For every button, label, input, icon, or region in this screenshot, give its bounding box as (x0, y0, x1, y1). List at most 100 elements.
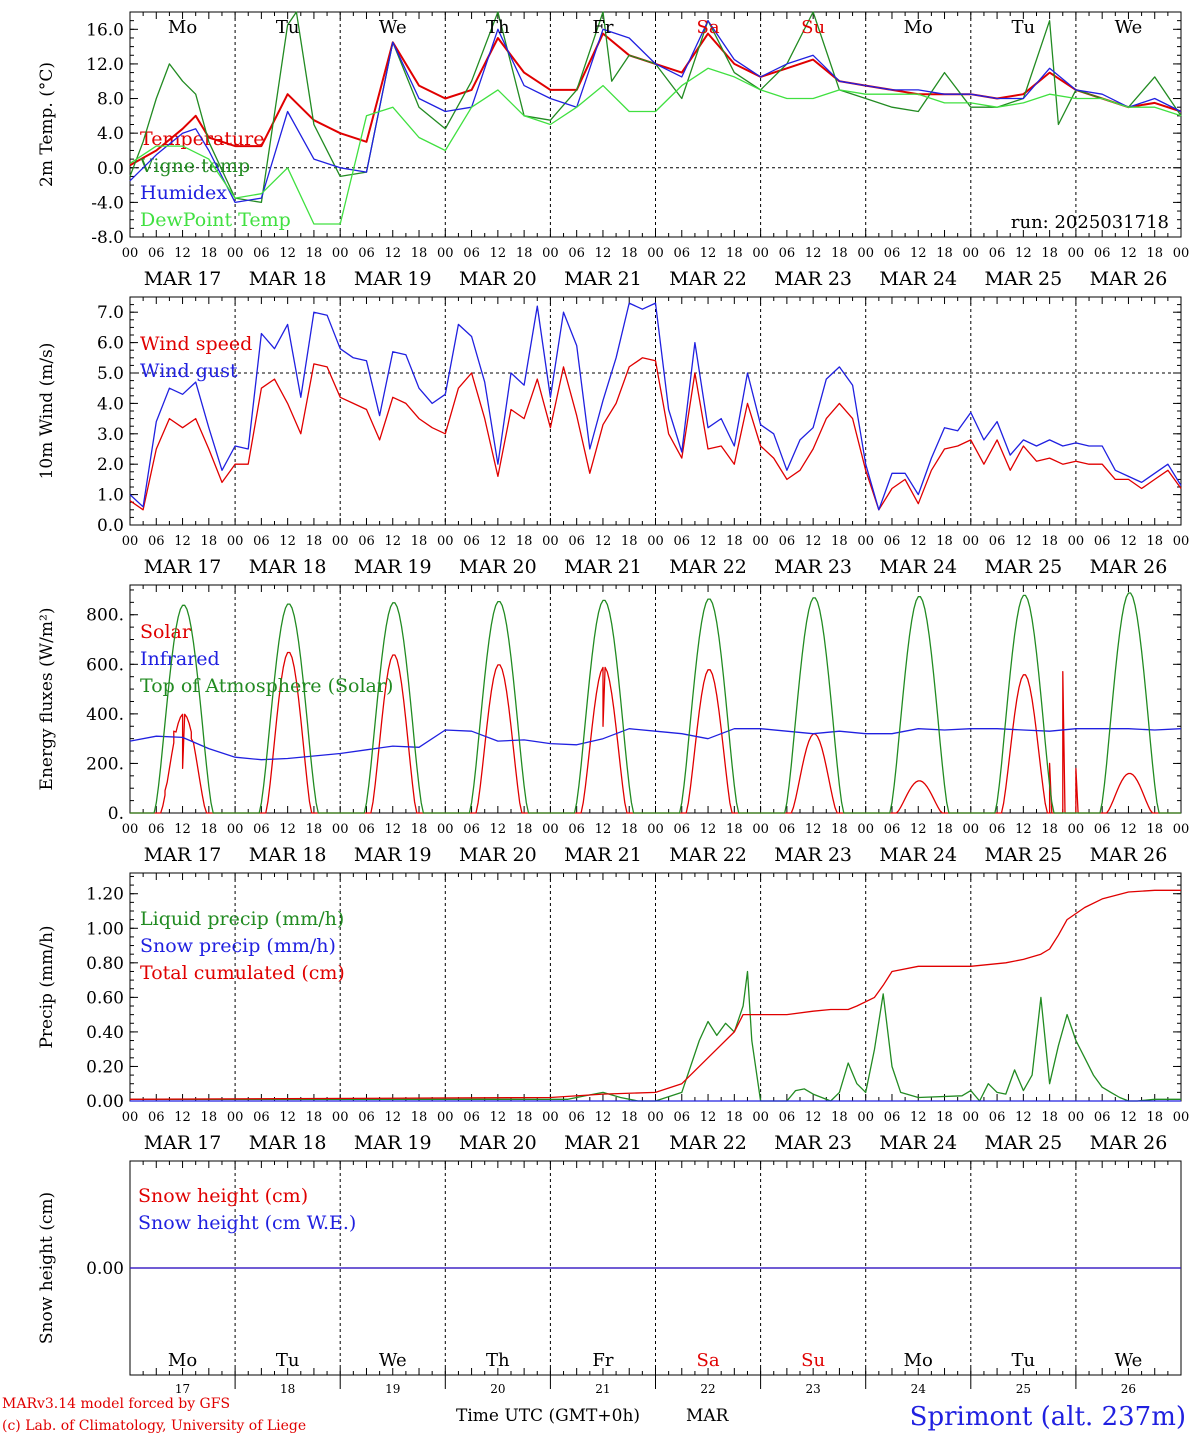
hour-label: 06 (358, 822, 375, 837)
y-tick-label: 3.0 (97, 425, 124, 445)
series-line-wind-speed (129, 357, 1182, 511)
date-label: MAR 23 (774, 268, 852, 290)
hour-label: 00 (227, 1110, 244, 1125)
y-tick-label: 1.0 (97, 486, 124, 506)
hour-label: 06 (253, 822, 270, 837)
series-line-dewpoint-temp (129, 67, 1182, 225)
hour-label: 00 (437, 1110, 454, 1125)
hour-label: 06 (568, 1110, 585, 1125)
y-tick-label: 400. (86, 705, 124, 725)
hour-label: 18 (1146, 534, 1163, 549)
date-label: MAR 17 (144, 844, 222, 866)
hour-label: 12 (1120, 246, 1137, 261)
series-line-infrared (129, 728, 1182, 761)
hour-label: 06 (358, 246, 375, 261)
series-line-total-cumulated-cm- (129, 889, 1181, 1100)
hour-label: 12 (595, 1110, 612, 1125)
hour-label: 00 (437, 246, 454, 261)
hour-label: 06 (779, 534, 796, 549)
date-label: MAR 22 (669, 268, 747, 290)
weekday-label: Fr (592, 1350, 613, 1371)
date-label: MAR 25 (984, 844, 1062, 866)
weekday-label: Tu (276, 1350, 300, 1371)
hour-label: 06 (884, 1110, 901, 1125)
hour-label: 12 (384, 246, 401, 261)
hour-label: 00 (752, 246, 769, 261)
date-label: MAR 21 (564, 1132, 642, 1154)
weekday-label: Tu (1012, 17, 1036, 38)
y-tick-label: 0.0 (97, 159, 124, 179)
weekday-label: Mo (168, 1350, 197, 1371)
date-label: MAR 20 (459, 556, 537, 578)
hour-label: 12 (490, 1110, 507, 1125)
hour-label: 06 (989, 534, 1006, 549)
hour-label: 18 (201, 1110, 218, 1125)
hour-label: 12 (1015, 246, 1032, 261)
legend-entry: Liquid precip (mm/h) (140, 908, 344, 930)
y-tick-label: 1.20 (86, 885, 124, 905)
y-tick-label: 1.00 (86, 919, 124, 939)
hour-label: 06 (253, 246, 270, 261)
legend-entry: DewPoint Temp (140, 209, 291, 231)
hour-label: 12 (174, 246, 191, 261)
day-number: 21 (595, 1382, 610, 1395)
hour-label: 06 (989, 822, 1006, 837)
hour-label: 06 (253, 1110, 270, 1125)
date-label: MAR 22 (669, 556, 747, 578)
hour-label: 12 (1015, 1110, 1032, 1125)
hour-label: 18 (306, 822, 323, 837)
hour-label: 00 (1068, 246, 1085, 261)
date-label: MAR 26 (1090, 844, 1168, 866)
panel-frame-0 (129, 11, 1182, 238)
weekday-label: Su (801, 17, 825, 38)
hour-label: 12 (700, 1110, 717, 1125)
hour-label: 06 (989, 1110, 1006, 1125)
hour-label: 00 (122, 1110, 139, 1125)
y-tick-label: 0.00 (86, 1259, 124, 1279)
y-axis-label: Snow height (cm) (37, 1192, 57, 1344)
hour-label: 18 (306, 1110, 323, 1125)
hour-label: 06 (674, 246, 691, 261)
hour-label: 06 (568, 822, 585, 837)
hour-label: 12 (595, 246, 612, 261)
hour-label: 06 (253, 534, 270, 549)
hour-label: 06 (674, 1110, 691, 1125)
hour-label: 18 (411, 246, 428, 261)
date-label: MAR 24 (879, 556, 957, 578)
hour-label: 18 (516, 822, 533, 837)
date-label: MAR 17 (144, 556, 222, 578)
weekday-label: We (379, 1350, 407, 1371)
hour-label: 00 (332, 246, 349, 261)
hour-label: 00 (752, 822, 769, 837)
date-label: MAR 20 (459, 844, 537, 866)
hour-label: 12 (1120, 1110, 1137, 1125)
hour-label: 18 (831, 534, 848, 549)
hour-label: 00 (332, 822, 349, 837)
hour-label: 00 (1068, 822, 1085, 837)
hour-label: 00 (857, 534, 874, 549)
legend-entry: Solar (140, 621, 192, 643)
hour-label: 00 (857, 1110, 874, 1125)
hour-label: 18 (936, 534, 953, 549)
weekday-label: Th (486, 1350, 510, 1371)
series-line-vigne-temp (129, 11, 1182, 204)
hour-label: 00 (752, 1110, 769, 1125)
y-tick-label: 0.00 (86, 1092, 124, 1112)
hour-label: 00 (752, 534, 769, 549)
hour-label: 18 (411, 1110, 428, 1125)
hour-label: 18 (201, 534, 218, 549)
legend-entry: Wind speed (140, 333, 252, 355)
y-tick-label: 7.0 (97, 303, 124, 323)
date-label: MAR 24 (879, 268, 957, 290)
date-label: MAR 18 (249, 268, 327, 290)
date-label: MAR 23 (774, 556, 852, 578)
y-tick-label: 0.0 (97, 516, 124, 536)
hour-label: 12 (805, 246, 822, 261)
date-label: MAR 26 (1090, 1132, 1168, 1154)
y-tick-label: 2.0 (97, 455, 124, 475)
hour-label: 18 (411, 822, 428, 837)
legend-entry: Humidex (140, 182, 227, 204)
series-line-humidex (129, 20, 1182, 204)
hour-label: 12 (805, 534, 822, 549)
hour-label: 06 (148, 246, 165, 261)
